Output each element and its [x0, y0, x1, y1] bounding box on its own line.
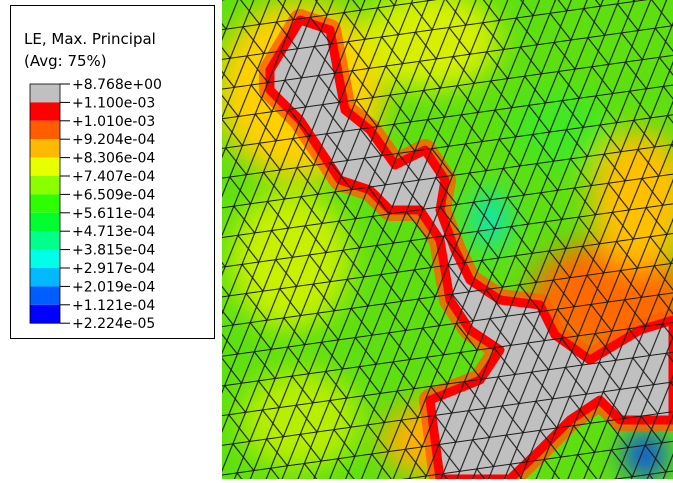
legend-label: +8.768e+00	[72, 77, 162, 93]
color-band	[30, 194, 60, 212]
legend-label: +4.713e-04	[72, 224, 155, 240]
legend-label: +5.611e-04	[72, 206, 155, 222]
color-band	[30, 213, 60, 231]
color-band	[30, 102, 60, 120]
legend-label: +6.509e-04	[72, 187, 155, 203]
legend-label: +2.019e-04	[72, 279, 155, 295]
color-band	[30, 250, 60, 268]
legend-title: LE, Max. Principal	[24, 30, 156, 48]
color-band	[30, 121, 60, 139]
screenshot: LE, Max. Principal (Avg: 75%) +8.768e+00…	[0, 0, 673, 479]
color-band	[30, 305, 60, 323]
legend-label: +2.224e-05	[72, 316, 155, 332]
contour-plot	[215, 0, 673, 479]
legend-label: +1.010e-03	[72, 114, 155, 130]
legend-label: +1.121e-04	[72, 298, 155, 314]
legend-label: +3.815e-04	[72, 243, 155, 259]
color-band	[30, 231, 60, 249]
color-band	[30, 158, 60, 176]
legend-label: +1.100e-03	[72, 95, 155, 111]
legend-subtitle: (Avg: 75%)	[24, 52, 107, 70]
color-band	[30, 84, 60, 102]
color-band	[30, 268, 60, 286]
legend-label: +2.917e-04	[72, 261, 155, 277]
color-band	[30, 139, 60, 157]
color-band	[30, 286, 60, 304]
color-band	[30, 176, 60, 194]
legend-label: +8.306e-04	[72, 151, 155, 167]
legend-label: +7.407e-04	[72, 169, 155, 185]
legend-label: +9.204e-04	[72, 132, 155, 148]
